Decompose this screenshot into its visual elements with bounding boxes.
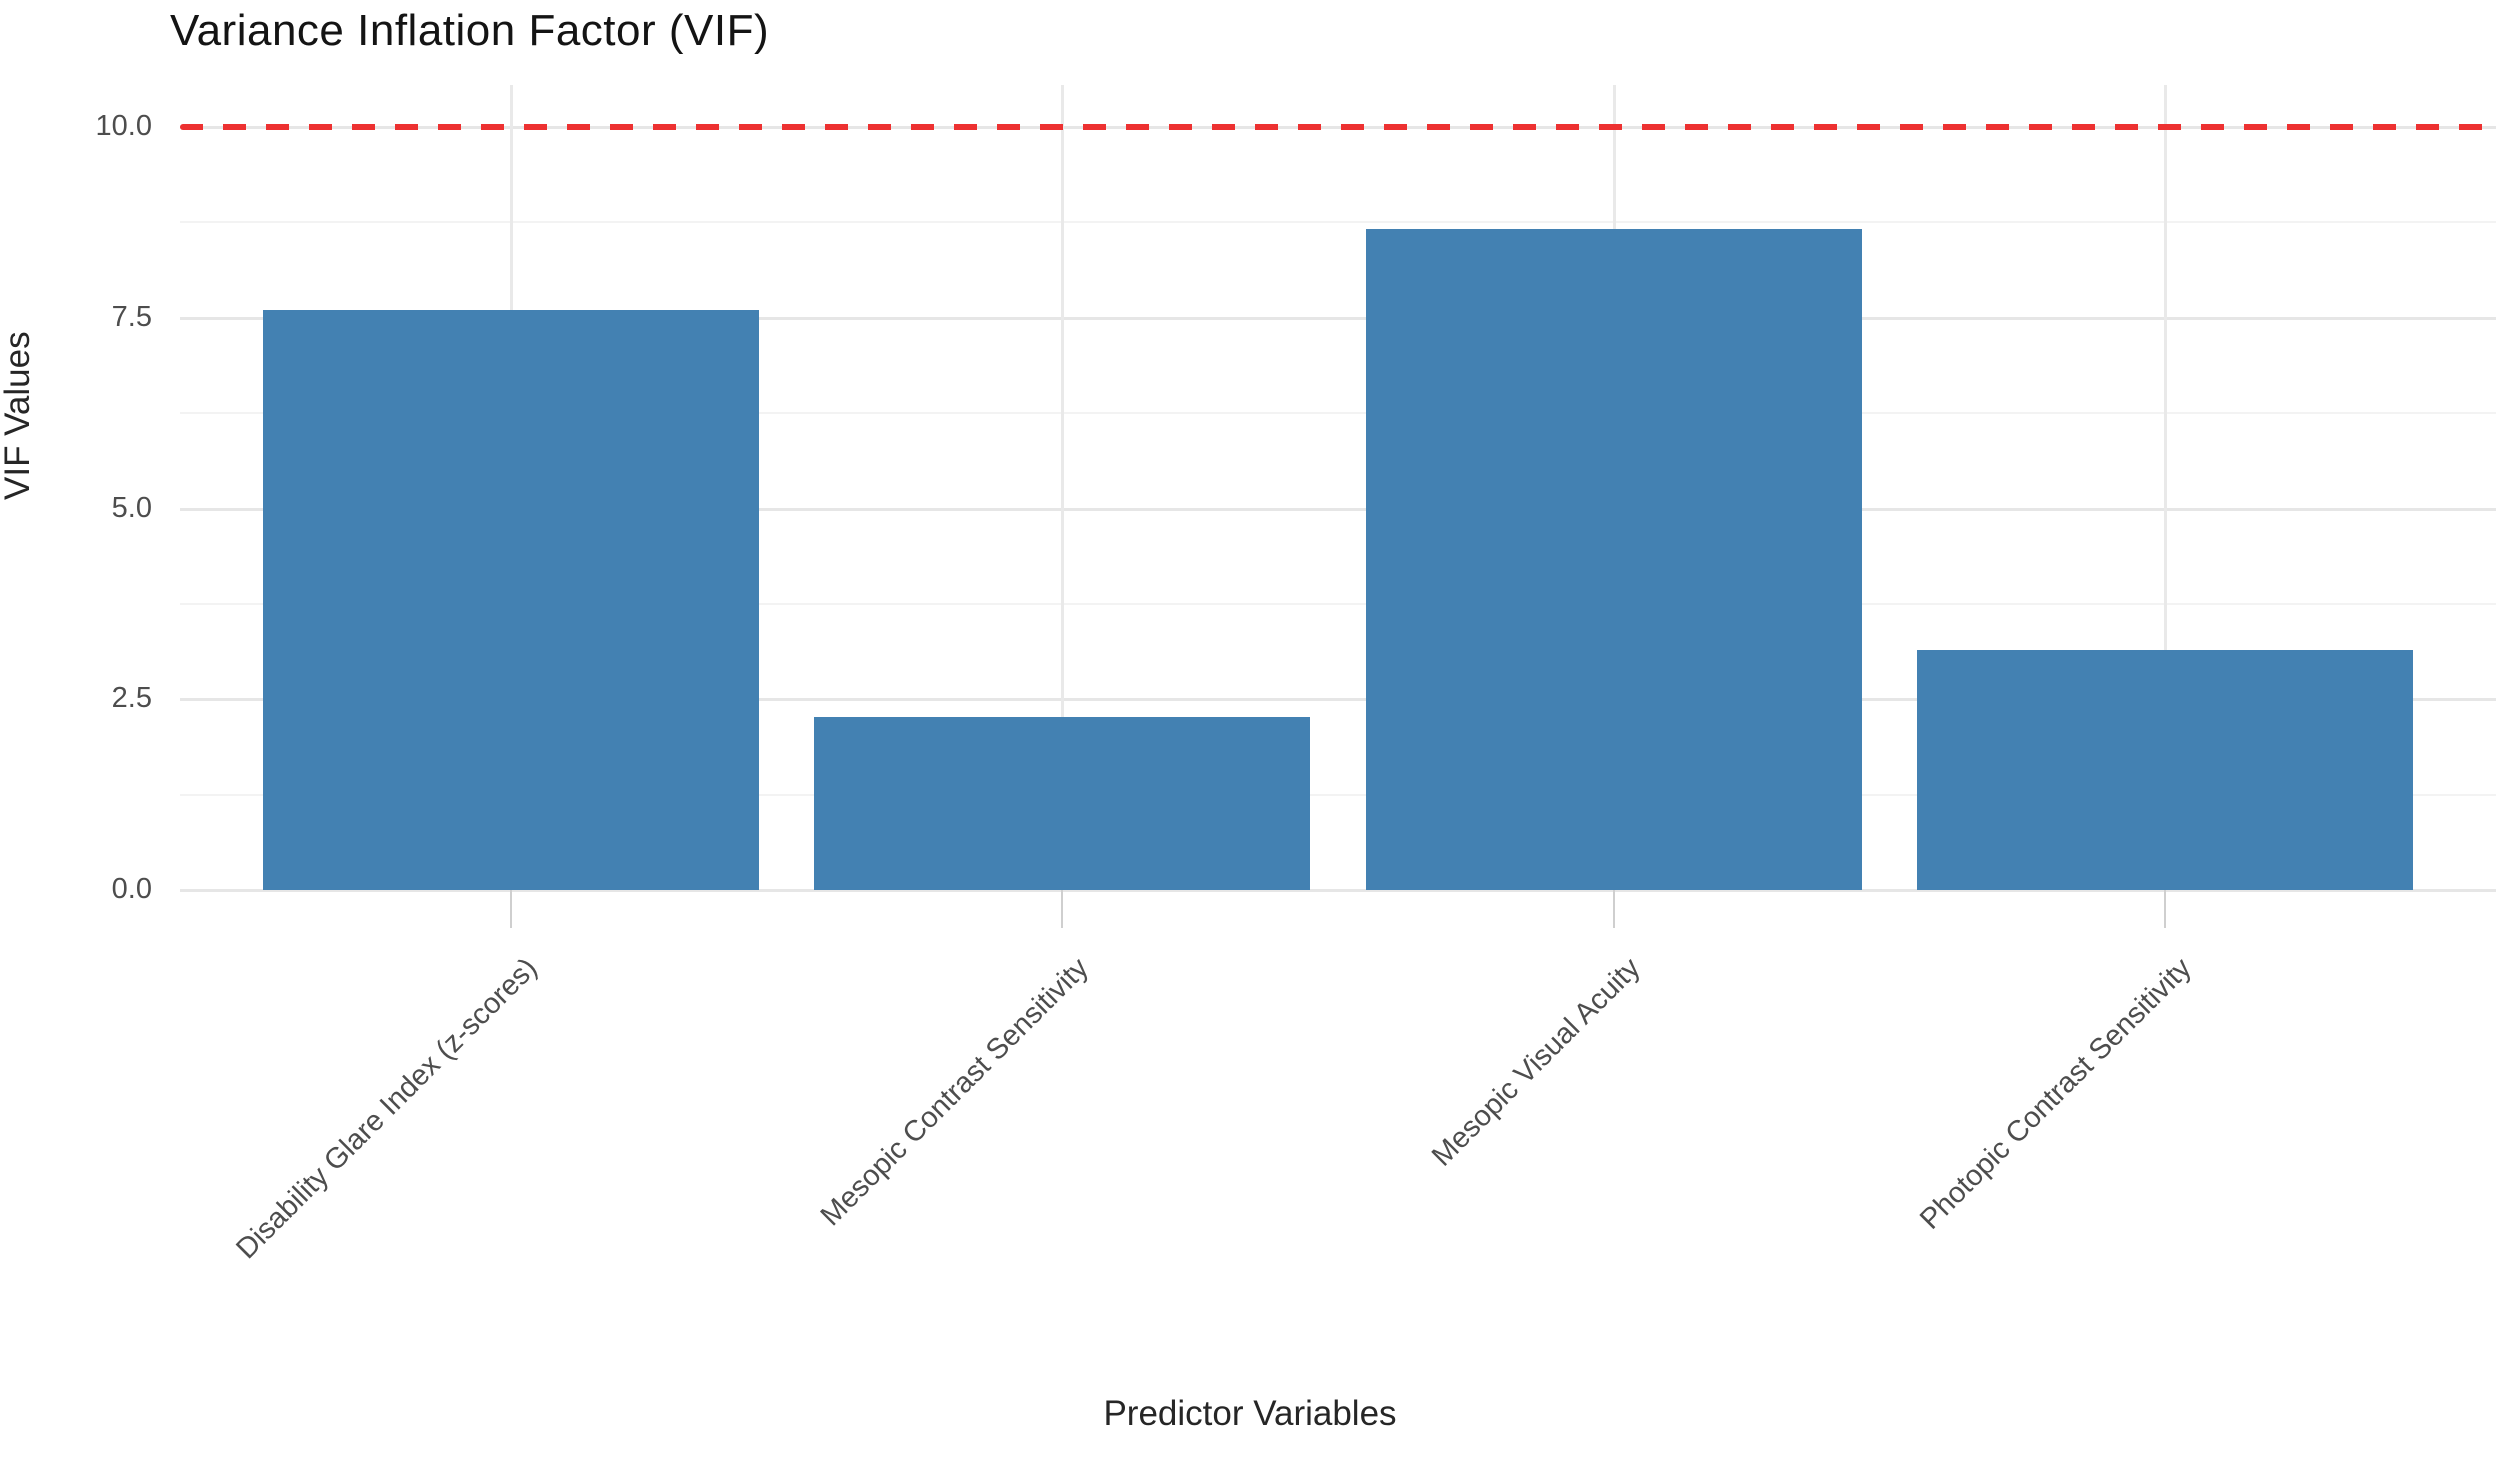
y-tick-label: 7.5 — [111, 300, 152, 333]
x-axis-tick — [2164, 890, 2167, 928]
y-axis-title: VIF Values — [0, 331, 37, 500]
bar-mesopic-contrast-sensitivity — [814, 716, 1311, 890]
x-axis-tick — [1612, 890, 1615, 928]
major-gridline — [180, 316, 2496, 320]
bar-mesopic-visual-acuity — [1365, 229, 1862, 890]
y-tick-label: 10.0 — [95, 110, 152, 142]
major-gridline — [180, 698, 2496, 702]
x-category-label: Photopic Contrast Sensitivity — [1914, 952, 2198, 1236]
category-gridline — [2164, 85, 2168, 890]
x-axis-tick — [1061, 890, 1064, 928]
minor-gridline — [180, 412, 2496, 415]
x-axis-title: Predictor Variables — [1103, 1394, 1397, 1433]
x-category-label: Mesopic Contrast Sensitivity — [814, 952, 1095, 1233]
x-category-label: Disability Glare Index (z-scores) — [230, 952, 544, 1266]
x-axis-tick — [509, 890, 512, 928]
major-gridline — [180, 889, 2496, 892]
bar-photopic-contrast-sensitivity — [1917, 649, 2414, 890]
category-gridline — [1061, 85, 1065, 890]
minor-gridline — [180, 602, 2496, 605]
y-tick-label: 0.0 — [111, 873, 152, 905]
minor-gridline — [180, 221, 2496, 224]
bar-disability-glare-index-z-scores — [262, 310, 759, 890]
minor-gridline — [180, 793, 2496, 796]
major-gridline — [180, 507, 2496, 511]
x-category-label: Mesopic Visual Acuity — [1425, 952, 1647, 1173]
y-tick-label: 5.0 — [111, 491, 152, 524]
y-tick-label: 2.5 — [111, 682, 152, 715]
chart-title: Variance Inflation Factor (VIF) — [170, 6, 770, 55]
reference-line-vif-threshold — [180, 124, 2496, 130]
